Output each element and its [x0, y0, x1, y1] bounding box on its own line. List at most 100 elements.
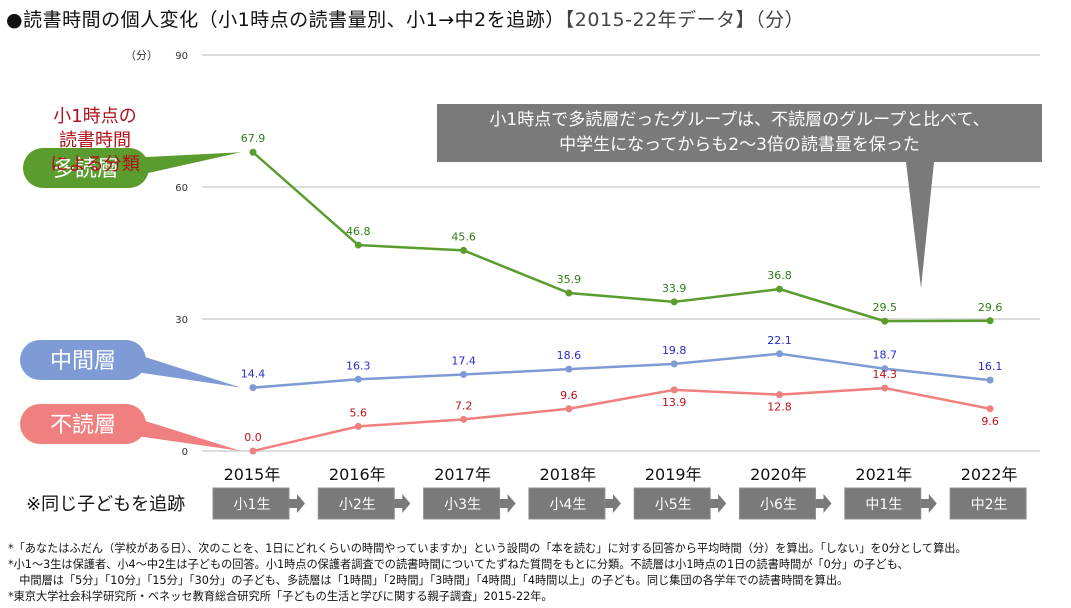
arrow-right-icon [815, 494, 832, 513]
series-heavy-readers: 67.9 46.8 45.6 35.9 33.9 36.8 29.5 29.6 [241, 132, 1003, 325]
grade-label: 小4生 [549, 497, 586, 513]
data-label: 29.6 [978, 301, 1003, 314]
data-point [670, 298, 678, 306]
data-label: 29.5 [873, 301, 898, 314]
x-tick-label: 2021年 [855, 465, 912, 484]
classification-line: 読書時間 [59, 130, 131, 151]
data-label: 12.8 [767, 401, 792, 414]
grade-label: 小1生 [234, 497, 271, 513]
legend-label: 不読層 [50, 413, 116, 438]
x-tick-label: 2016年 [329, 465, 386, 484]
callout-pointer [123, 414, 241, 451]
data-point [776, 391, 783, 399]
footnote: *小1〜3生は保護者、小4〜中2生は子どもの回答。小1時点の保護者調査での読書時… [8, 558, 909, 571]
data-label: 16.3 [346, 359, 371, 372]
grade-box-bg [739, 487, 816, 520]
note-line: 小1時点で多読層だったグループは、不読層のグループと比べて、 [489, 110, 990, 130]
y-axis-label: （分） [125, 49, 158, 62]
data-point [565, 405, 573, 413]
note-callout-tail [906, 162, 934, 288]
y-tick-label: 90 [175, 51, 188, 62]
grade-box-bg [949, 487, 1027, 520]
data-label: 22.1 [767, 334, 792, 347]
data-label: 14.3 [873, 368, 898, 381]
data-point [881, 384, 889, 392]
y-tick-label: 30 [175, 315, 188, 326]
note-line: 中学生になってからも2〜3倍の読書量を保った [559, 135, 920, 155]
y-tick-label: 60 [175, 183, 188, 194]
data-point [881, 365, 889, 373]
footnotes: *「あなたはふだん（学校がある日）、次のことを、1日にどれくらいの時間やっていま… [8, 541, 967, 605]
data-label: 35.9 [557, 273, 582, 286]
grade-box-bg [212, 487, 290, 520]
x-tick-label: 2018年 [540, 465, 597, 484]
grade-box-bg [633, 487, 711, 520]
grade-box: 小3生 [423, 487, 501, 520]
data-label: 14.4 [241, 368, 266, 381]
y-tick-label: 0 [182, 447, 188, 458]
arrow-right-icon [289, 494, 305, 513]
callout-bubble [20, 340, 146, 380]
data-label: 17.4 [451, 354, 476, 367]
x-tick-label: 2015年 [224, 465, 281, 484]
legend-label: 中間層 [50, 349, 116, 374]
footnote: *「あなたはふだん（学校がある日）、次のことを、1日にどれくらいの時間やっていま… [8, 542, 967, 555]
data-label: 33.9 [662, 282, 687, 295]
data-label: 16.1 [978, 360, 1003, 373]
arrow-right-icon [710, 494, 727, 513]
grade-box-bg [844, 487, 922, 520]
tracking-label: ※同じ子どもを追跡 [26, 494, 186, 515]
data-label: 19.8 [662, 344, 687, 357]
data-point [249, 148, 257, 156]
arrow-right-icon [920, 494, 937, 513]
x-tick-label: 2020年 [750, 465, 807, 484]
data-label: 45.6 [451, 230, 476, 243]
grade-label: 小5生 [655, 497, 692, 513]
data-point [354, 422, 362, 430]
grade-box: 小5生 [633, 487, 711, 520]
data-label: 18.7 [873, 349, 898, 362]
data-label: 67.9 [241, 132, 266, 145]
classification-line: 小1時点の [53, 106, 137, 127]
series-non-readers: 0.0 5.6 7.2 9.6 13.9 12.8 14.3 9.6 [244, 368, 999, 455]
arrow-right-icon [394, 494, 411, 513]
grade-label: 小3生 [444, 497, 481, 513]
title-sub: 【2015-22年データ】（分） [564, 9, 805, 31]
data-point [776, 350, 783, 358]
callout-bubble [23, 148, 149, 188]
callout-pointer [123, 350, 241, 388]
grade-box: 小2生 [317, 487, 395, 520]
data-label: 0.0 [244, 431, 262, 444]
callout-pointer [126, 152, 241, 178]
data-point [986, 317, 994, 325]
x-tick-label: 2019年 [645, 465, 702, 484]
classification-label: 小1時点の 読書時間 による分類 [30, 105, 160, 177]
grade-label: 中2生 [971, 497, 1008, 513]
data-point [986, 405, 994, 413]
note-callout: 小1時点で多読層だったグループは、不読層のグループと比べて、 中学生になってから… [437, 104, 1042, 162]
x-tick-label: 2022年 [961, 465, 1018, 484]
data-label: 36.8 [767, 269, 792, 282]
data-point [460, 246, 468, 254]
grade-label: 小6生 [760, 497, 797, 513]
data-point [986, 376, 994, 384]
data-point [565, 289, 573, 297]
series-line [252, 352, 991, 389]
data-point [670, 360, 678, 368]
grade-label: 小2生 [339, 497, 376, 513]
legend-callout-non: 不読層 [20, 404, 241, 451]
grade-box: 小6生 [739, 487, 816, 520]
data-label: 13.9 [662, 396, 687, 409]
grade-box: 中2生 [949, 487, 1027, 520]
grade-label: 中1生 [865, 497, 902, 513]
series-middle-readers: 14.4 16.3 17.4 18.6 19.8 22.1 18.7 16.1 [241, 334, 1003, 392]
grade-box: 小4生 [528, 487, 606, 520]
data-point [881, 317, 889, 325]
data-label: 7.2 [455, 399, 473, 412]
title-main: ●読書時間の個人変化（小1時点の読書量別、小1→中2を追跡） [6, 9, 565, 31]
grade-box-bg [528, 487, 606, 520]
grade-box-bg [423, 487, 501, 520]
arrow-right-icon [604, 494, 621, 513]
footnote: *東京大学社会科学研究所・ベネッセ教育総合研究所「子どもの生活と学びに関する親子… [8, 590, 553, 603]
data-point [460, 415, 468, 423]
